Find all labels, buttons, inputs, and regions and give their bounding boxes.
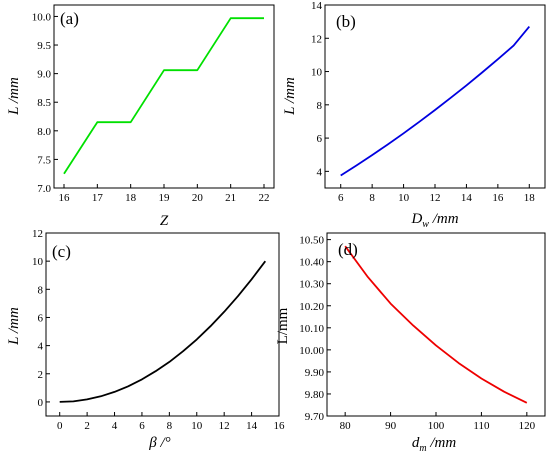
x-tick-label-c-3: 6 bbox=[139, 420, 145, 432]
y-tick-label-c-5: 10 bbox=[32, 256, 44, 268]
y-tick-label-c-4: 8 bbox=[38, 284, 44, 296]
x-tick-label-b-6: 18 bbox=[524, 192, 536, 204]
data-line-c bbox=[59, 260, 267, 403]
x-tick-label-d-4: 120 bbox=[519, 420, 536, 432]
x-tick-label-a-5: 21 bbox=[225, 192, 236, 204]
y-tick-label-b-1: 6 bbox=[317, 133, 323, 145]
panel-b: 6 8 10 12 14 16 18 4 6 8 10 12 14 (b) Dw /mm L /mm bbox=[282, 0, 546, 230]
x-tick-label-c-0: 0 bbox=[57, 420, 63, 432]
y-tick-label-d-5: 10.20 bbox=[299, 301, 324, 313]
x-axis-label-d-sub: m bbox=[419, 443, 426, 454]
y-tick-label-a-2: 8.0 bbox=[37, 126, 51, 138]
x-tick-label-c-7: 14 bbox=[246, 420, 258, 432]
y-tick-label-b-2: 8 bbox=[317, 100, 323, 112]
panel-label-c: (c) bbox=[52, 242, 71, 261]
ticks-a: 16 17 18 19 20 21 22 7.0 7.5 8.0 8.5 9.0 9.5 10.0 bbox=[32, 11, 270, 204]
x-tick-label-a-2: 18 bbox=[125, 192, 137, 204]
panel-a: 16 17 18 19 20 21 22 7.0 7.5 8.0 8.5 9.0 9.5 10.0 (a)… bbox=[6, 4, 275, 229]
x-tick-label-c-5: 10 bbox=[191, 420, 203, 432]
y-tick-label-c-0: 0 bbox=[38, 397, 44, 409]
x-tick-label-c-6: 12 bbox=[219, 420, 230, 432]
y-tick-label-b-0: 4 bbox=[317, 166, 323, 178]
x-tick-label-a-0: 16 bbox=[59, 192, 71, 204]
y-tick-label-a-1: 7.5 bbox=[37, 154, 51, 166]
y-tick-label-d-8: 10.50 bbox=[299, 235, 324, 247]
y-tick-label-c-1: 2 bbox=[38, 369, 44, 381]
y-tick-label-d-1: 9.80 bbox=[305, 389, 325, 401]
x-tick-label-c-1: 2 bbox=[84, 420, 90, 432]
x-tick-label-c-2: 4 bbox=[112, 420, 118, 432]
y-tick-label-d-3: 10.00 bbox=[299, 345, 324, 357]
panel-c: 0 2 4 6 8 10 12 14 16 0 2 4 6 8 10 12 (c) β /° L /mm bbox=[6, 228, 285, 451]
ticks-b: 6 8 10 12 14 16 18 4 6 8 10 12 14 bbox=[311, 0, 535, 204]
plot-frame-d bbox=[326, 232, 546, 417]
y-tick-label-b-5: 14 bbox=[311, 0, 323, 12]
panel-label-a: (a) bbox=[60, 9, 79, 28]
panel-label-d: (d) bbox=[338, 240, 358, 259]
y-tick-label-c-6: 12 bbox=[32, 228, 43, 240]
x-tick-label-b-2: 10 bbox=[398, 192, 410, 204]
panel-label-b: (b) bbox=[336, 12, 356, 31]
y-tick-label-a-6: 10.0 bbox=[32, 11, 52, 23]
y-tick-label-c-2: 4 bbox=[38, 341, 44, 353]
ticks-c: 0 2 4 6 8 10 12 14 16 0 2 4 6 8 10 12 bbox=[32, 228, 285, 432]
x-axis-label-b-sub: w bbox=[422, 219, 429, 230]
y-tick-label-d-2: 9.90 bbox=[305, 367, 325, 379]
x-axis-label-d: dm /mm bbox=[412, 435, 456, 454]
x-tick-label-b-5: 16 bbox=[492, 192, 504, 204]
y-tick-label-a-5: 9.5 bbox=[37, 40, 51, 52]
data-line-d bbox=[344, 245, 528, 404]
y-axis-label-d: L/mm bbox=[275, 307, 291, 344]
x-axis-label-b-main: D bbox=[410, 211, 422, 227]
x-tick-label-c-8: 16 bbox=[274, 420, 286, 432]
x-axis-label-c: β /° bbox=[148, 435, 170, 451]
y-tick-label-d-4: 10.10 bbox=[299, 323, 324, 335]
y-axis-label-a: L /mm bbox=[6, 77, 22, 116]
y-tick-label-b-3: 10 bbox=[311, 67, 323, 79]
data-line-a bbox=[63, 17, 264, 175]
x-tick-label-a-3: 19 bbox=[159, 192, 171, 204]
y-axis-label-c: L /mm bbox=[6, 307, 22, 346]
plot-frame-a bbox=[53, 4, 275, 189]
x-tick-label-b-0: 6 bbox=[338, 192, 344, 204]
x-tick-label-b-1: 8 bbox=[369, 192, 375, 204]
x-axis-label-a: Z bbox=[160, 213, 169, 229]
y-tick-label-b-4: 12 bbox=[311, 33, 322, 45]
y-axis-label-b: L /mm bbox=[282, 77, 298, 116]
y-tick-label-d-0: 9.70 bbox=[305, 411, 325, 423]
y-tick-label-c-3: 6 bbox=[38, 312, 44, 324]
x-tick-label-d-0: 80 bbox=[340, 420, 352, 432]
x-tick-label-a-4: 20 bbox=[192, 192, 204, 204]
x-tick-label-a-1: 17 bbox=[92, 192, 104, 204]
x-axis-label-d-main: d bbox=[412, 435, 420, 451]
panel-d: 80 90 100 110 120 9.70 9.80 9.90 10.00 10.10 10.20… bbox=[275, 232, 546, 454]
plot-frame-b bbox=[324, 4, 546, 189]
y-tick-label-a-0: 7.0 bbox=[37, 183, 51, 195]
x-tick-label-d-3: 110 bbox=[473, 420, 490, 432]
plot-frame-c bbox=[45, 232, 280, 417]
data-line-b bbox=[340, 26, 530, 177]
y-tick-label-a-4: 9.0 bbox=[37, 69, 51, 81]
x-tick-label-c-4: 8 bbox=[167, 420, 173, 432]
x-tick-label-b-4: 14 bbox=[461, 192, 473, 204]
ticks-d: 80 90 100 110 120 9.70 9.80 9.90 10.00 10.10 10.20… bbox=[299, 235, 535, 432]
y-tick-label-a-3: 8.5 bbox=[37, 97, 51, 109]
x-tick-label-d-2: 100 bbox=[428, 420, 445, 432]
x-tick-label-a-6: 22 bbox=[259, 192, 270, 204]
y-tick-label-d-6: 10.30 bbox=[299, 279, 324, 291]
x-axis-label-d-unit: /mm bbox=[427, 435, 457, 451]
x-tick-label-b-3: 12 bbox=[430, 192, 441, 204]
x-axis-label-b: Dw /mm bbox=[410, 211, 458, 230]
x-tick-label-d-1: 90 bbox=[385, 420, 397, 432]
y-tick-label-d-7: 10.40 bbox=[299, 257, 324, 269]
x-axis-label-b-unit: /mm bbox=[429, 211, 459, 227]
